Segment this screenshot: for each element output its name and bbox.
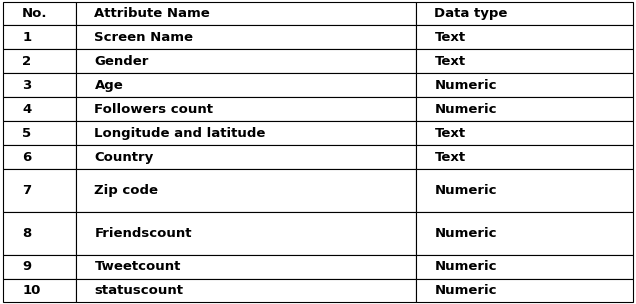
Text: 3: 3 xyxy=(22,79,31,92)
Bar xyxy=(3,169,76,212)
Text: 2: 2 xyxy=(22,55,31,68)
Bar xyxy=(415,97,633,121)
Text: Tweetcount: Tweetcount xyxy=(95,260,181,273)
Bar xyxy=(76,97,415,121)
Bar xyxy=(415,254,633,278)
Text: statuscount: statuscount xyxy=(95,284,183,297)
Text: No.: No. xyxy=(22,7,48,20)
Text: Numeric: Numeric xyxy=(434,184,497,197)
Bar xyxy=(3,26,76,50)
Text: Country: Country xyxy=(95,151,154,164)
Text: Gender: Gender xyxy=(95,55,149,68)
Text: 1: 1 xyxy=(22,31,31,44)
Bar xyxy=(76,145,415,169)
Text: Numeric: Numeric xyxy=(434,284,497,297)
Text: Age: Age xyxy=(95,79,123,92)
Bar xyxy=(76,26,415,50)
Bar xyxy=(3,97,76,121)
Text: Data type: Data type xyxy=(434,7,508,20)
Bar xyxy=(3,2,76,26)
Text: Attribute Name: Attribute Name xyxy=(95,7,211,20)
Bar xyxy=(76,73,415,97)
Bar xyxy=(76,278,415,302)
Text: Numeric: Numeric xyxy=(434,260,497,273)
Text: Text: Text xyxy=(434,151,466,164)
Bar xyxy=(3,73,76,97)
Bar xyxy=(3,145,76,169)
Text: 5: 5 xyxy=(22,127,31,140)
Text: 6: 6 xyxy=(22,151,31,164)
Bar xyxy=(415,2,633,26)
Text: 7: 7 xyxy=(22,184,31,197)
Bar xyxy=(3,212,76,254)
Text: Numeric: Numeric xyxy=(434,79,497,92)
Text: Text: Text xyxy=(434,127,466,140)
Bar xyxy=(76,254,415,278)
Text: Text: Text xyxy=(434,31,466,44)
Text: Friendscount: Friendscount xyxy=(95,227,192,240)
Bar xyxy=(76,2,415,26)
Text: Longitude and latitude: Longitude and latitude xyxy=(95,127,266,140)
Bar xyxy=(415,212,633,254)
Text: Text: Text xyxy=(434,55,466,68)
Bar xyxy=(415,121,633,145)
Bar xyxy=(415,278,633,302)
Bar xyxy=(415,169,633,212)
Text: 9: 9 xyxy=(22,260,31,273)
Text: 4: 4 xyxy=(22,103,31,116)
Text: Followers count: Followers count xyxy=(95,103,214,116)
Bar xyxy=(3,254,76,278)
Text: 8: 8 xyxy=(22,227,31,240)
Bar xyxy=(415,50,633,73)
Bar xyxy=(76,169,415,212)
Text: Numeric: Numeric xyxy=(434,103,497,116)
Text: Zip code: Zip code xyxy=(95,184,158,197)
Bar xyxy=(76,121,415,145)
Text: Numeric: Numeric xyxy=(434,227,497,240)
Bar xyxy=(415,145,633,169)
Bar xyxy=(76,50,415,73)
Bar xyxy=(3,50,76,73)
Bar xyxy=(3,121,76,145)
Bar xyxy=(3,278,76,302)
Bar xyxy=(76,212,415,254)
Text: 10: 10 xyxy=(22,284,41,297)
Bar xyxy=(415,73,633,97)
Text: Screen Name: Screen Name xyxy=(95,31,193,44)
Bar xyxy=(415,26,633,50)
